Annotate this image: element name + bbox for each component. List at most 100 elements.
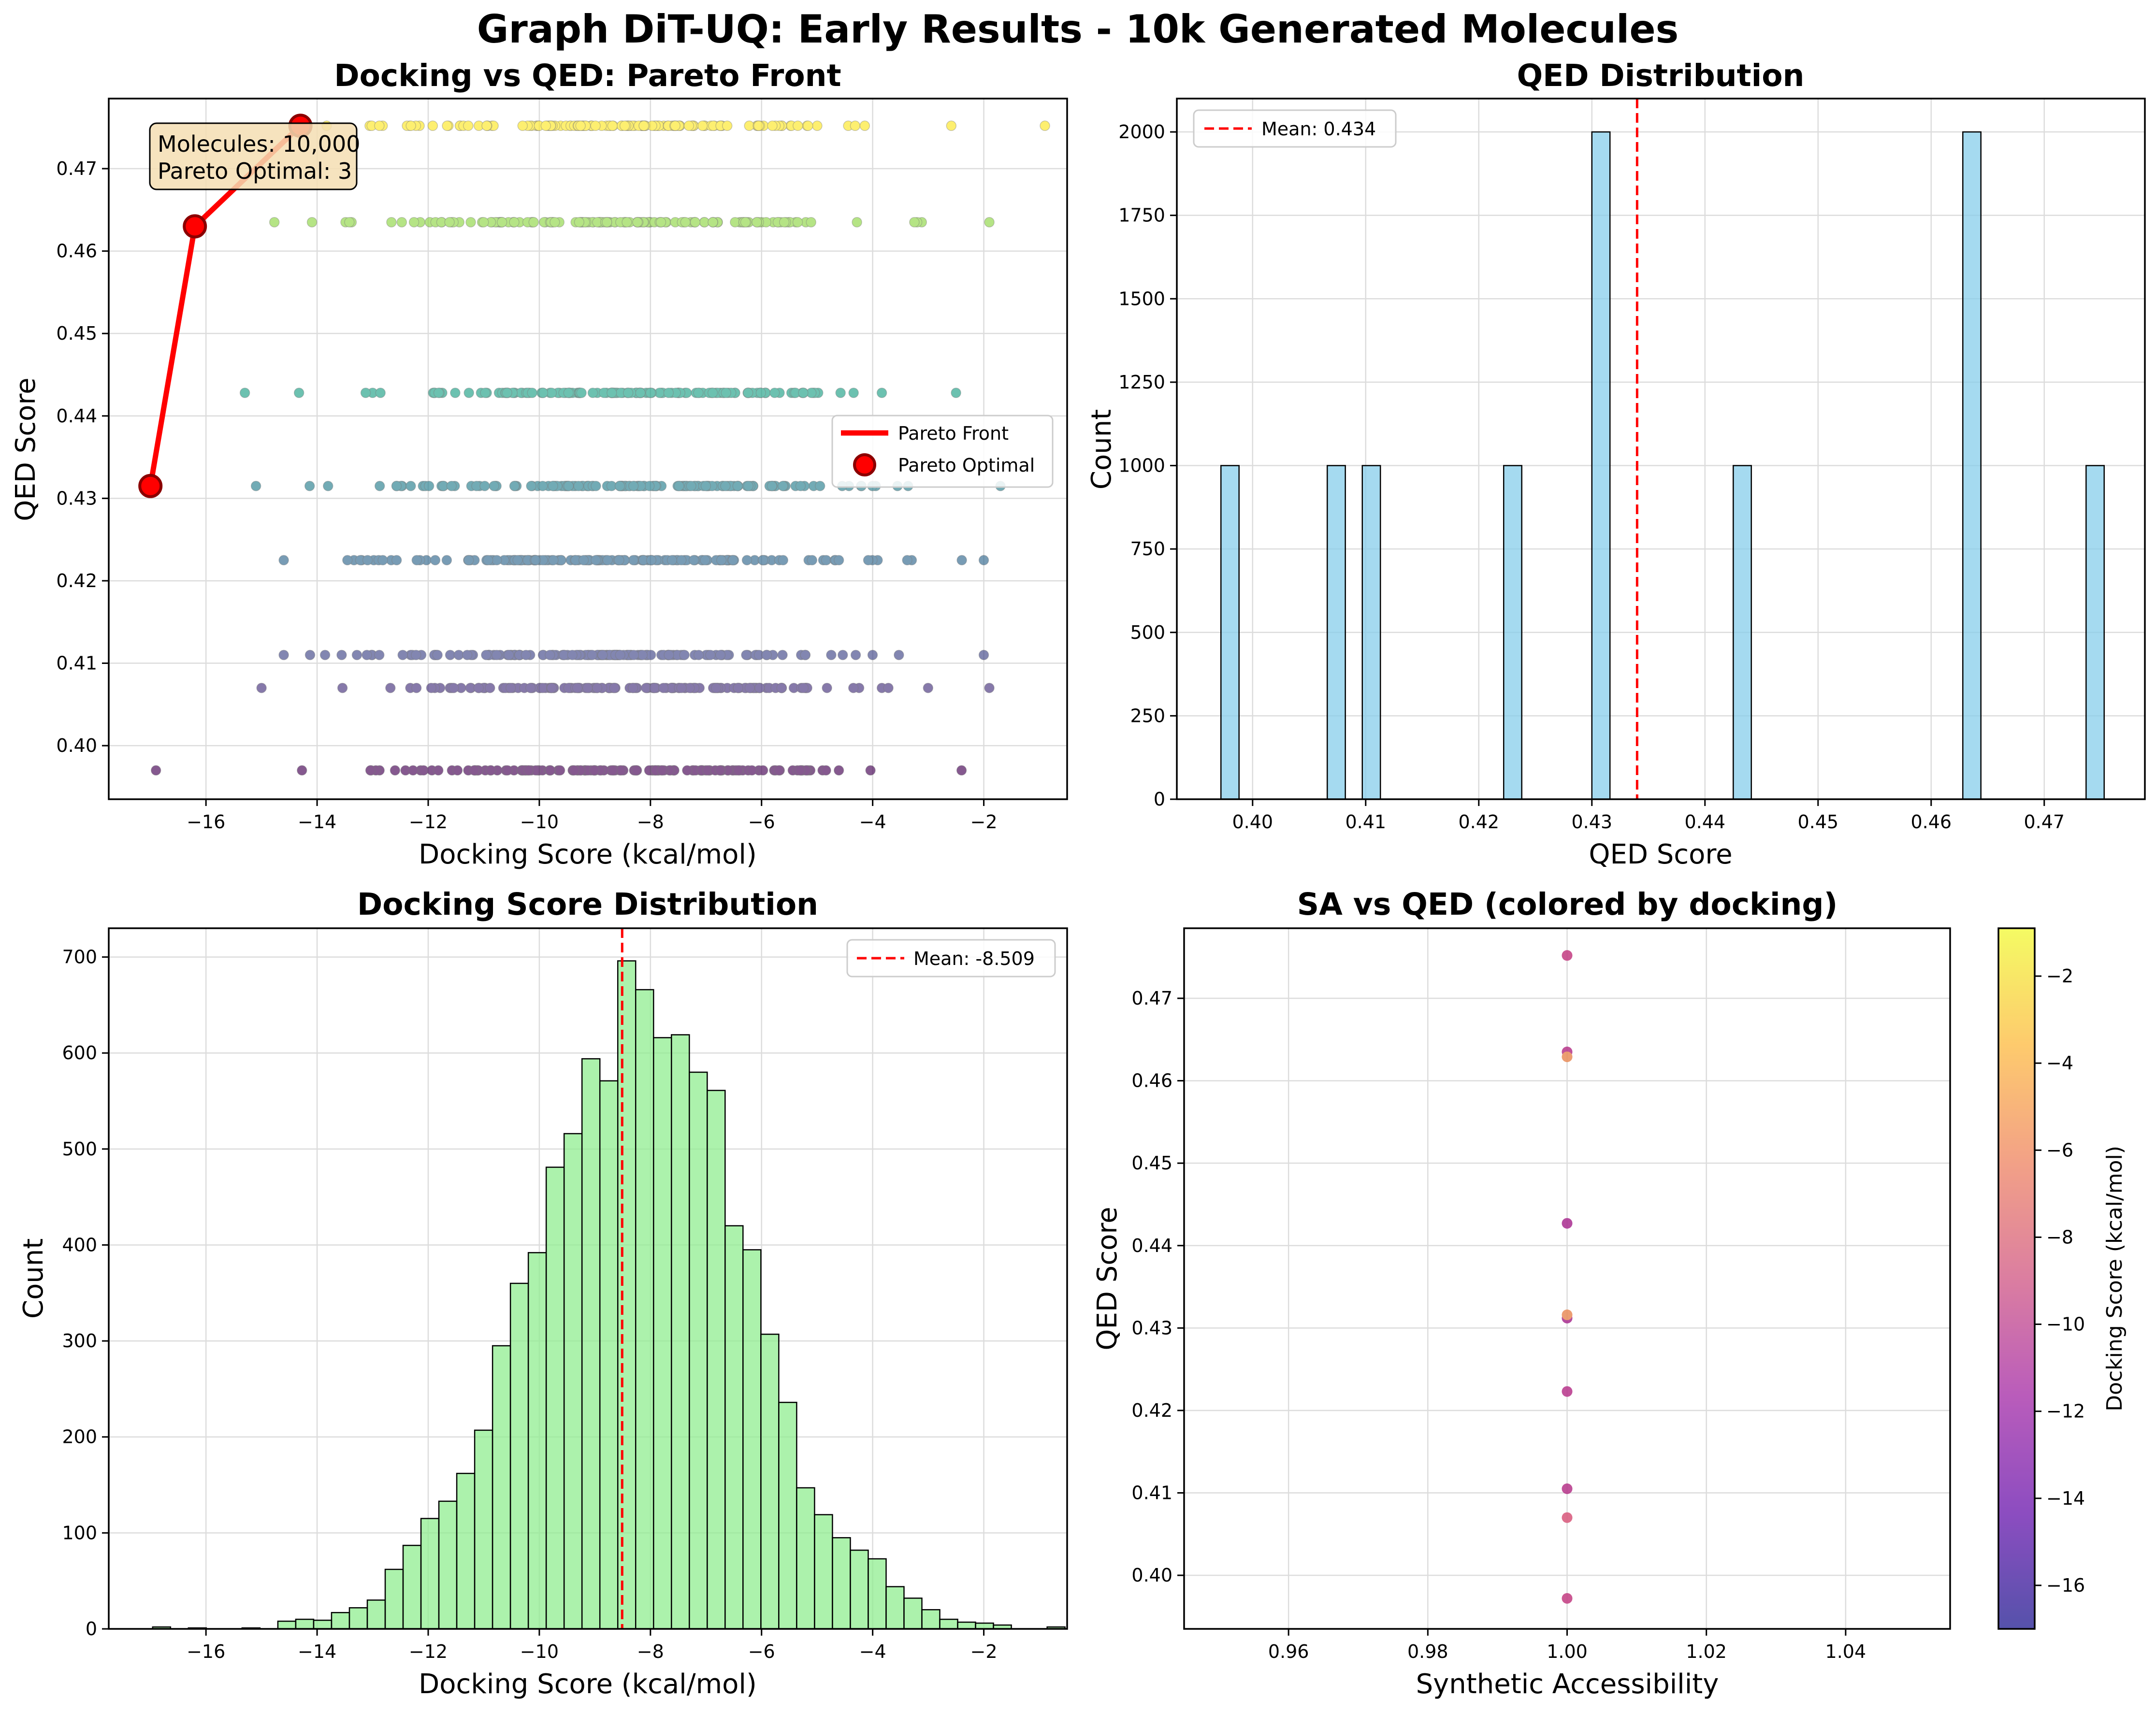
data-point bbox=[537, 388, 549, 398]
data-point bbox=[863, 555, 874, 566]
data-point bbox=[638, 120, 649, 131]
data-point bbox=[682, 765, 693, 776]
data-point bbox=[822, 682, 832, 693]
data-point bbox=[572, 682, 583, 693]
data-point bbox=[336, 649, 347, 661]
data-point bbox=[480, 388, 491, 398]
data-point bbox=[676, 555, 687, 566]
data-point bbox=[396, 217, 407, 228]
x-tick-label: −14 bbox=[298, 1641, 336, 1662]
hist-bar bbox=[689, 1071, 708, 1630]
sa-qed-x-ticks: 0.96 0.98 1.00 1.02 1.04 bbox=[1268, 1629, 1866, 1662]
data-point bbox=[632, 217, 643, 228]
y-tick-label: 0.46 bbox=[56, 241, 97, 262]
x-tick-label: −12 bbox=[409, 811, 448, 833]
hist-bar bbox=[814, 1514, 833, 1630]
data-point bbox=[351, 649, 362, 661]
hist-bar bbox=[599, 1080, 619, 1630]
data-point bbox=[563, 388, 574, 398]
data-point bbox=[767, 120, 778, 131]
y-tick-label: 0.42 bbox=[56, 570, 97, 591]
data-point bbox=[554, 765, 565, 776]
data-point bbox=[1562, 1051, 1573, 1063]
qed-hist-y-ticks: 0 250 500 750 1000 1250 1500 1750 2000 bbox=[1118, 121, 1177, 810]
y-tick-label: 300 bbox=[62, 1330, 97, 1352]
data-point bbox=[622, 217, 632, 228]
data-point bbox=[767, 481, 778, 491]
data-point bbox=[614, 481, 625, 491]
data-point bbox=[744, 120, 754, 131]
hist-bar bbox=[1361, 465, 1381, 800]
data-point bbox=[548, 555, 559, 566]
hist-bar bbox=[474, 1429, 493, 1630]
y-tick-label: 0.45 bbox=[1131, 1152, 1172, 1174]
x-tick-label: 0.40 bbox=[1232, 811, 1273, 833]
dock-hist-legend: Mean: -8.509 bbox=[846, 939, 1056, 978]
data-point bbox=[481, 120, 492, 131]
hist-bar bbox=[850, 1549, 869, 1630]
data-point bbox=[838, 649, 848, 661]
data-point bbox=[715, 649, 726, 661]
hist-bar bbox=[456, 1472, 476, 1630]
data-point bbox=[951, 388, 961, 398]
data-point bbox=[385, 682, 396, 693]
data-point bbox=[479, 481, 490, 491]
data-point bbox=[978, 649, 989, 661]
data-point bbox=[567, 649, 578, 661]
hist-bar bbox=[939, 1618, 958, 1630]
hist-bar bbox=[868, 1558, 887, 1630]
data-point bbox=[615, 649, 625, 661]
data-point bbox=[773, 765, 784, 776]
data-point bbox=[876, 388, 887, 398]
panel-sa-qed: SA vs QED (colored by docking) 0.96 0.98 1… bbox=[1092, 887, 2127, 1700]
data-point bbox=[391, 555, 402, 566]
colorbar-tick-label: −10 bbox=[2046, 1314, 2085, 1335]
hist-bar bbox=[2085, 465, 2105, 800]
data-point bbox=[256, 682, 267, 693]
data-point bbox=[923, 682, 934, 693]
data-point bbox=[859, 120, 870, 131]
colorbar-tick-label: −4 bbox=[2046, 1052, 2073, 1074]
data-point bbox=[492, 649, 502, 661]
hist-bar bbox=[1733, 465, 1752, 800]
data-point bbox=[269, 217, 280, 228]
data-point bbox=[848, 388, 859, 398]
hist-bar bbox=[957, 1621, 976, 1630]
data-point bbox=[708, 217, 718, 228]
hist-bar bbox=[707, 1090, 726, 1630]
panel-pareto: Docking vs QED: Pareto Front −16 −14 −12 −1… bbox=[10, 58, 1068, 870]
qed-hist-x-ticks: 0.40 0.41 0.42 0.43 0.44 0.45 0.46 0.47 bbox=[1232, 799, 2065, 833]
data-point bbox=[250, 481, 261, 491]
data-point bbox=[956, 765, 967, 776]
data-point bbox=[894, 649, 904, 661]
data-point bbox=[391, 481, 402, 491]
data-point bbox=[502, 388, 512, 398]
y-tick-label: 750 bbox=[1130, 538, 1165, 560]
stats-pareto-optimal: Pareto Optimal: 3 bbox=[158, 158, 352, 184]
data-point bbox=[517, 120, 528, 131]
data-point bbox=[489, 481, 499, 491]
x-tick-label: 0.44 bbox=[1684, 811, 1725, 833]
data-point bbox=[744, 682, 755, 693]
data-point bbox=[655, 217, 666, 228]
data-point bbox=[545, 649, 555, 661]
colorbar-tick-label: −6 bbox=[2046, 1139, 2073, 1161]
data-point bbox=[798, 388, 809, 398]
data-point bbox=[411, 649, 421, 661]
hist-bar bbox=[724, 1225, 744, 1630]
data-point bbox=[608, 765, 618, 776]
data-point bbox=[733, 682, 743, 693]
data-point bbox=[540, 120, 551, 131]
qed-hist-title: QED Distribution bbox=[1517, 58, 1805, 93]
data-point bbox=[793, 120, 803, 131]
data-point bbox=[323, 481, 333, 491]
hist-bar bbox=[1591, 131, 1611, 800]
data-point bbox=[397, 649, 408, 661]
data-point bbox=[798, 682, 809, 693]
data-point bbox=[444, 217, 455, 228]
data-point bbox=[674, 481, 684, 491]
data-point bbox=[795, 481, 806, 491]
data-point bbox=[481, 649, 492, 661]
x-tick-label: 0.41 bbox=[1345, 811, 1386, 833]
